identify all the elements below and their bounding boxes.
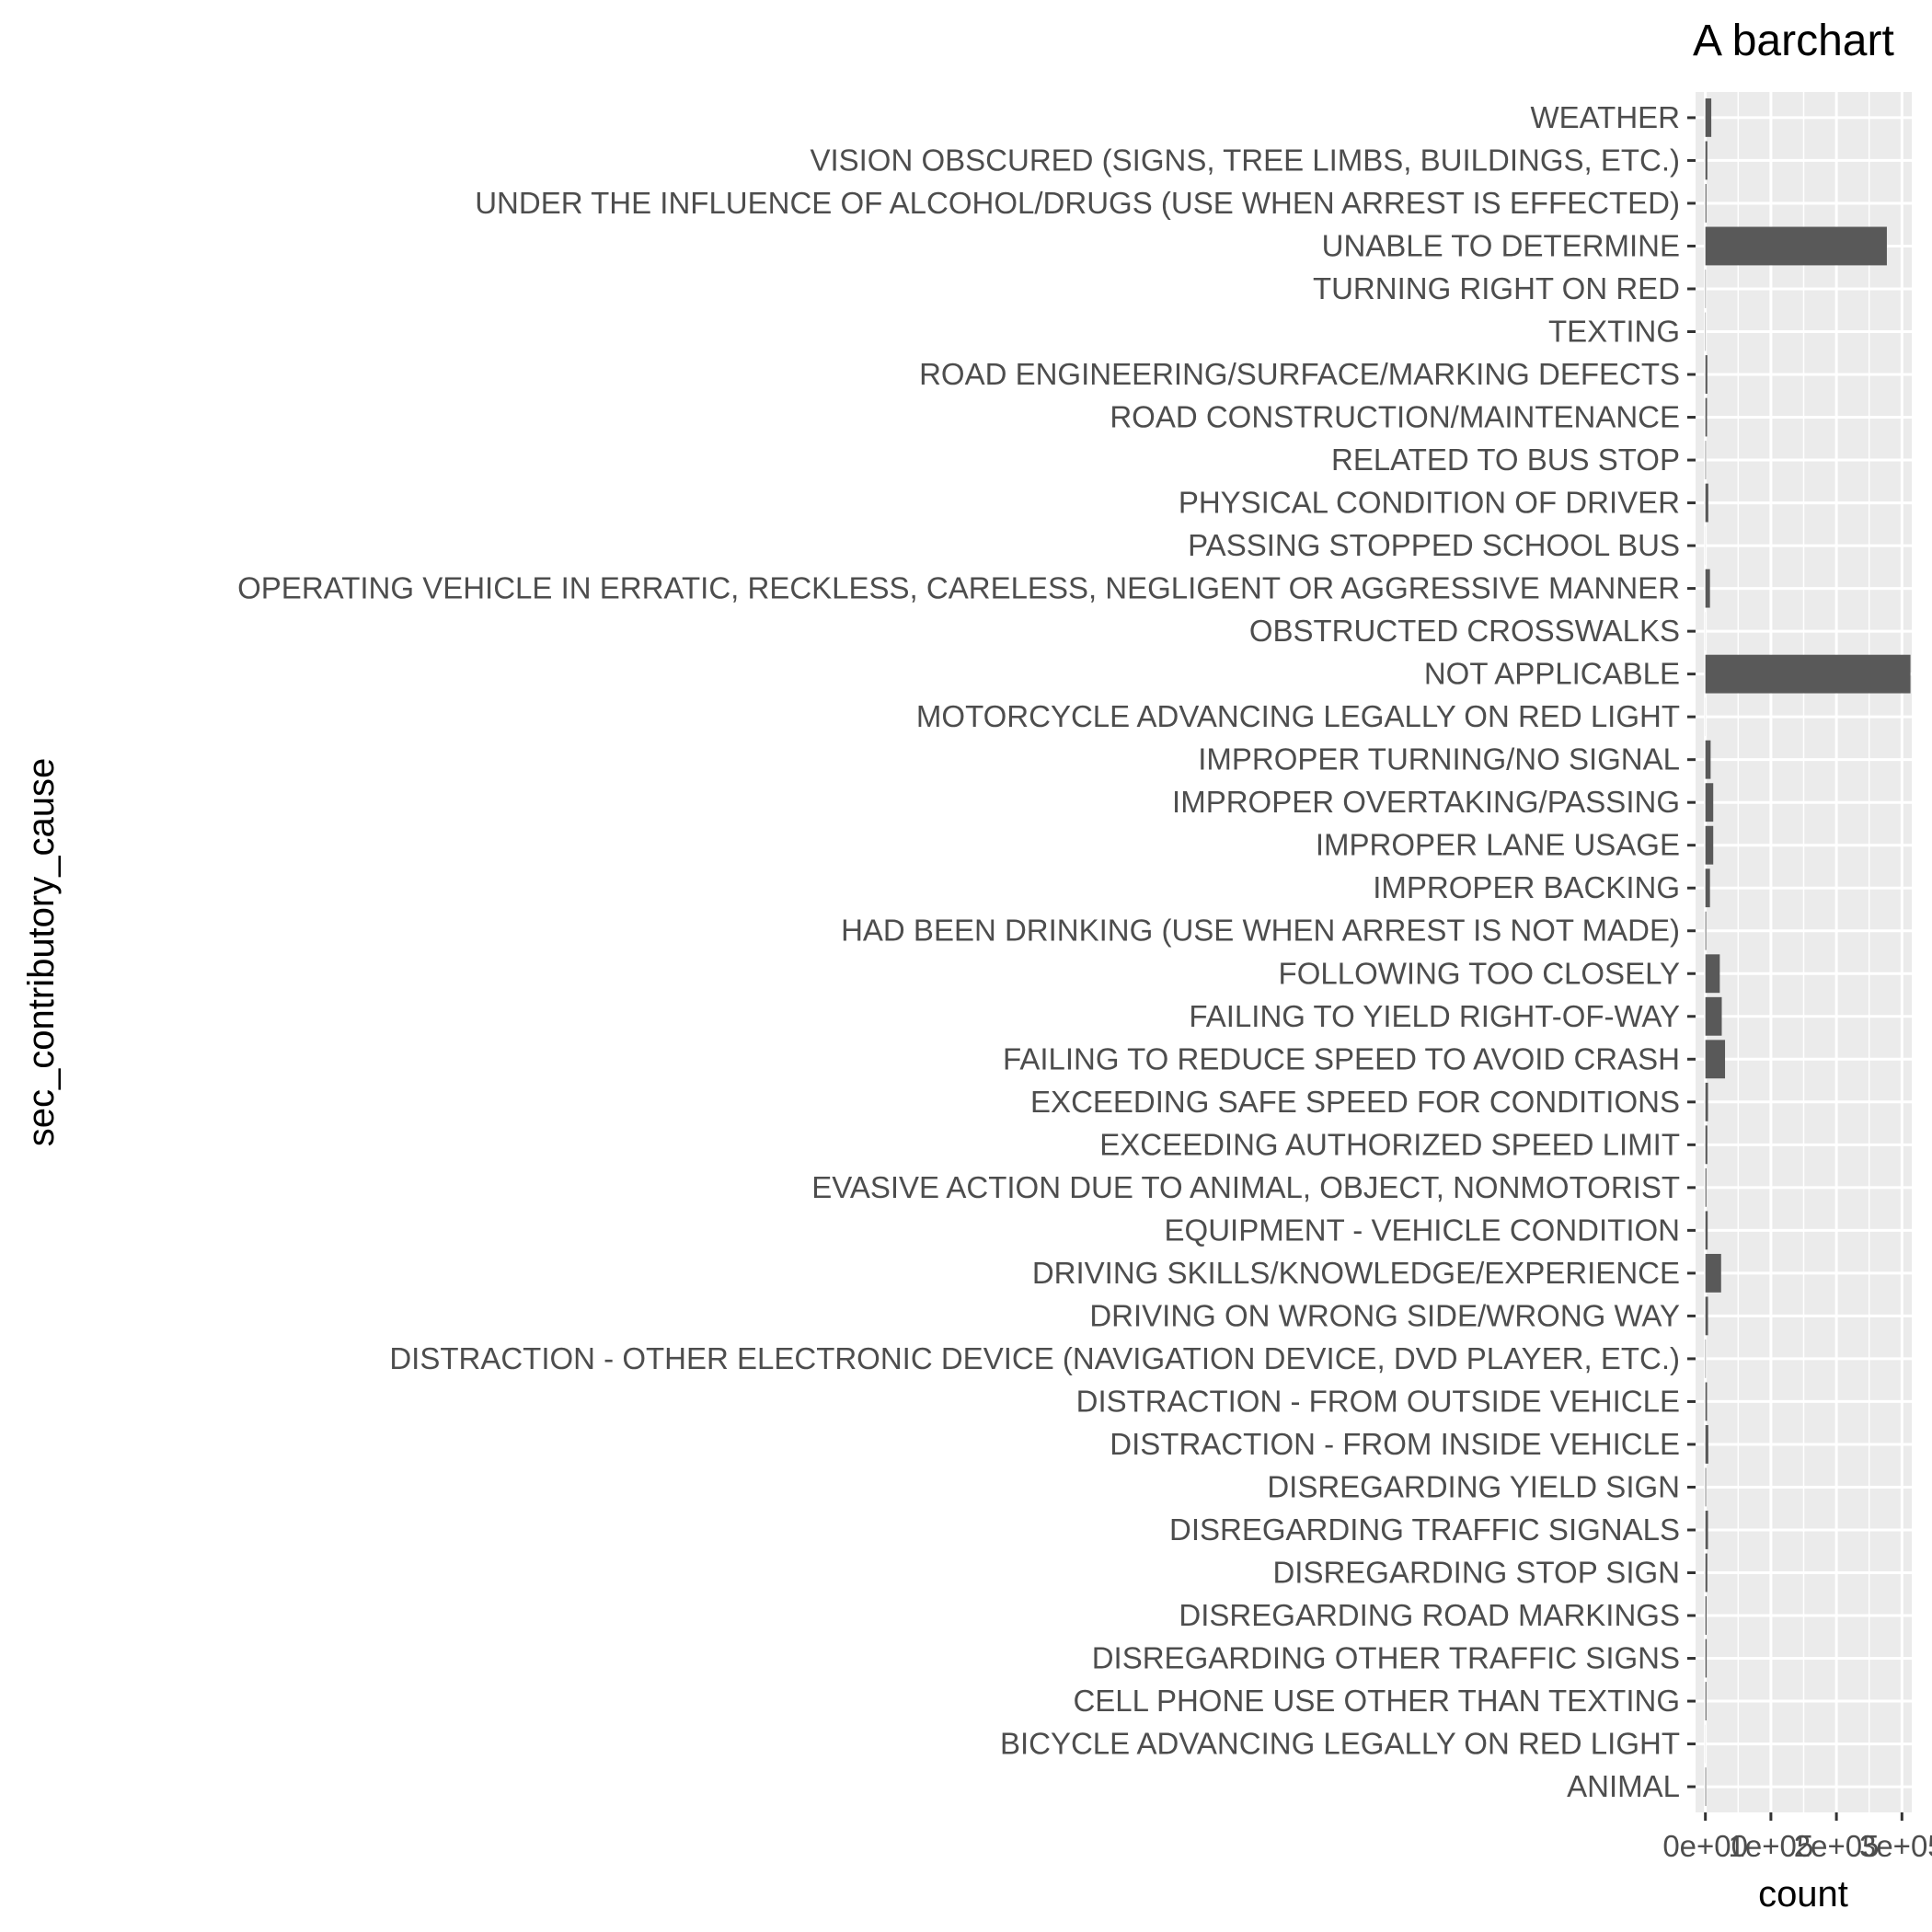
y-tick-label: OBSTRUCTED CROSSWALKS bbox=[1249, 614, 1680, 648]
bar bbox=[1705, 141, 1708, 180]
bar bbox=[1705, 783, 1714, 822]
bar bbox=[1705, 825, 1714, 865]
bars bbox=[1705, 98, 1911, 1807]
y-tick-label: TEXTING bbox=[1548, 314, 1680, 348]
y-tick-label: DISREGARDING ROAD MARKINGS bbox=[1179, 1598, 1680, 1632]
bar bbox=[1705, 740, 1711, 779]
bar bbox=[1705, 1211, 1708, 1250]
y-tick-label: CELL PHONE USE OTHER THAN TEXTING bbox=[1073, 1684, 1680, 1718]
y-tick-label: ROAD ENGINEERING/SURFACE/MARKING DEFECTS bbox=[919, 357, 1680, 391]
y-tick-label: DRIVING SKILLS/KNOWLEDGE/EXPERIENCE bbox=[1032, 1256, 1680, 1290]
bar bbox=[1705, 954, 1720, 994]
bar bbox=[1705, 1040, 1726, 1079]
x-axis-title: count bbox=[1758, 1874, 1848, 1915]
y-tick-label: MOTORCYCLE ADVANCING LEGALLY ON RED LIGH… bbox=[916, 699, 1680, 733]
chart-title: A barchart bbox=[1693, 17, 1894, 65]
bar bbox=[1705, 226, 1887, 266]
y-tick-label: IMPROPER LANE USAGE bbox=[1316, 828, 1680, 862]
y-tick-label: DISTRACTION - OTHER ELECTRONIC DEVICE (N… bbox=[389, 1341, 1680, 1375]
y-tick-label: NOT APPLICABLE bbox=[1424, 657, 1680, 691]
bar bbox=[1705, 441, 1707, 479]
bar bbox=[1705, 911, 1707, 950]
y-tick-label: EXCEEDING SAFE SPEED FOR CONDITIONS bbox=[1030, 1085, 1680, 1119]
bar bbox=[1705, 1082, 1708, 1121]
bar bbox=[1705, 1596, 1707, 1635]
y-tick-label: OPERATING VEHICLE IN ERRATIC, RECKLESS, … bbox=[237, 571, 1680, 605]
bar bbox=[1705, 996, 1722, 1036]
x-tick-label: 2e+05 bbox=[1794, 1829, 1880, 1863]
y-tick-label: ROAD CONSTRUCTION/MAINTENANCE bbox=[1110, 400, 1680, 434]
bar bbox=[1705, 483, 1708, 523]
y-tick-label: PASSING STOPPED SCHOOL BUS bbox=[1188, 528, 1680, 562]
bar bbox=[1705, 1639, 1708, 1678]
bar bbox=[1705, 1125, 1708, 1165]
y-tick-label: EVASIVE ACTION DUE TO ANIMAL, OBJECT, NO… bbox=[811, 1170, 1680, 1204]
bar bbox=[1705, 654, 1911, 694]
y-tick-label: FAILING TO YIELD RIGHT-OF-WAY bbox=[1189, 999, 1680, 1033]
y-tick-label: EXCEEDING AUTHORIZED SPEED LIMIT bbox=[1099, 1127, 1680, 1161]
y-tick-label: DRIVING ON WRONG SIDE/WRONG WAY bbox=[1089, 1298, 1680, 1332]
y-tick-label: IMPROPER TURNING/NO SIGNAL bbox=[1198, 742, 1680, 776]
y-tick-label: VISION OBSCURED (SIGNS, TREE LIMBS, BUIL… bbox=[810, 143, 1680, 177]
y-tick-label: DISTRACTION - FROM INSIDE VEHICLE bbox=[1110, 1427, 1680, 1461]
bar bbox=[1705, 1467, 1707, 1507]
bar bbox=[1705, 1767, 1707, 1807]
y-tick-label: HAD BEEN DRINKING (USE WHEN ARREST IS NO… bbox=[841, 914, 1680, 948]
bar bbox=[1705, 1382, 1708, 1421]
y-axis: ANIMAL BICYCLE ADVANCING LEGALLY ON RED L… bbox=[237, 100, 1696, 1803]
y-tick-label: DISREGARDING YIELD SIGN bbox=[1267, 1469, 1680, 1503]
bar bbox=[1705, 1253, 1721, 1293]
y-tick-label: UNDER THE INFLUENCE OF ALCOHOL/DRUGS (US… bbox=[475, 186, 1680, 220]
x-tick-label: 3e+05 bbox=[1859, 1829, 1932, 1863]
x-tick-label: 0e+00 bbox=[1662, 1829, 1748, 1863]
bar bbox=[1705, 1553, 1708, 1593]
y-tick-label: ANIMAL bbox=[1567, 1769, 1680, 1803]
y-tick-label: BICYCLE ADVANCING LEGALLY ON RED LIGHT bbox=[1000, 1727, 1680, 1761]
y-tick-label: EQUIPMENT - VEHICLE CONDITION bbox=[1165, 1213, 1680, 1247]
y-tick-label: UNABLE TO DETERMINE bbox=[1322, 228, 1680, 262]
bar bbox=[1705, 868, 1710, 908]
y-tick-label: PHYSICAL CONDITION OF DRIVER bbox=[1179, 486, 1680, 520]
bar bbox=[1705, 98, 1712, 137]
y-tick-label: DISREGARDING TRAFFIC SIGNALS bbox=[1169, 1512, 1680, 1547]
y-axis-title: sec_contributory_cause bbox=[21, 758, 62, 1146]
bar bbox=[1705, 184, 1707, 223]
bar bbox=[1705, 355, 1708, 394]
bar bbox=[1705, 1425, 1708, 1464]
y-tick-label: FAILING TO REDUCE SPEED TO AVOID CRASH bbox=[1003, 1041, 1680, 1075]
bar bbox=[1705, 397, 1708, 437]
y-tick-label: DISREGARDING OTHER TRAFFIC SIGNS bbox=[1092, 1641, 1680, 1675]
y-tick-label: TURNING RIGHT ON RED bbox=[1313, 271, 1680, 305]
y-tick-label: DISREGARDING STOP SIGN bbox=[1272, 1556, 1680, 1590]
y-tick-label: RELATED TO BUS STOP bbox=[1331, 443, 1680, 477]
x-tick-label: 1e+05 bbox=[1729, 1829, 1814, 1863]
y-tick-label: WEATHER bbox=[1530, 100, 1680, 134]
y-tick-label: IMPROPER BACKING bbox=[1373, 870, 1680, 904]
bar bbox=[1705, 1167, 1707, 1207]
bar bbox=[1705, 1511, 1708, 1549]
bar bbox=[1705, 569, 1710, 608]
y-tick-label: FOLLOWING TOO CLOSELY bbox=[1279, 956, 1680, 990]
bar bbox=[1705, 1296, 1708, 1336]
bar bbox=[1705, 1682, 1707, 1720]
y-tick-label: DISTRACTION - FROM OUTSIDE VEHICLE bbox=[1076, 1384, 1680, 1418]
y-tick-label: IMPROPER OVERTAKING/PASSING bbox=[1172, 785, 1680, 819]
